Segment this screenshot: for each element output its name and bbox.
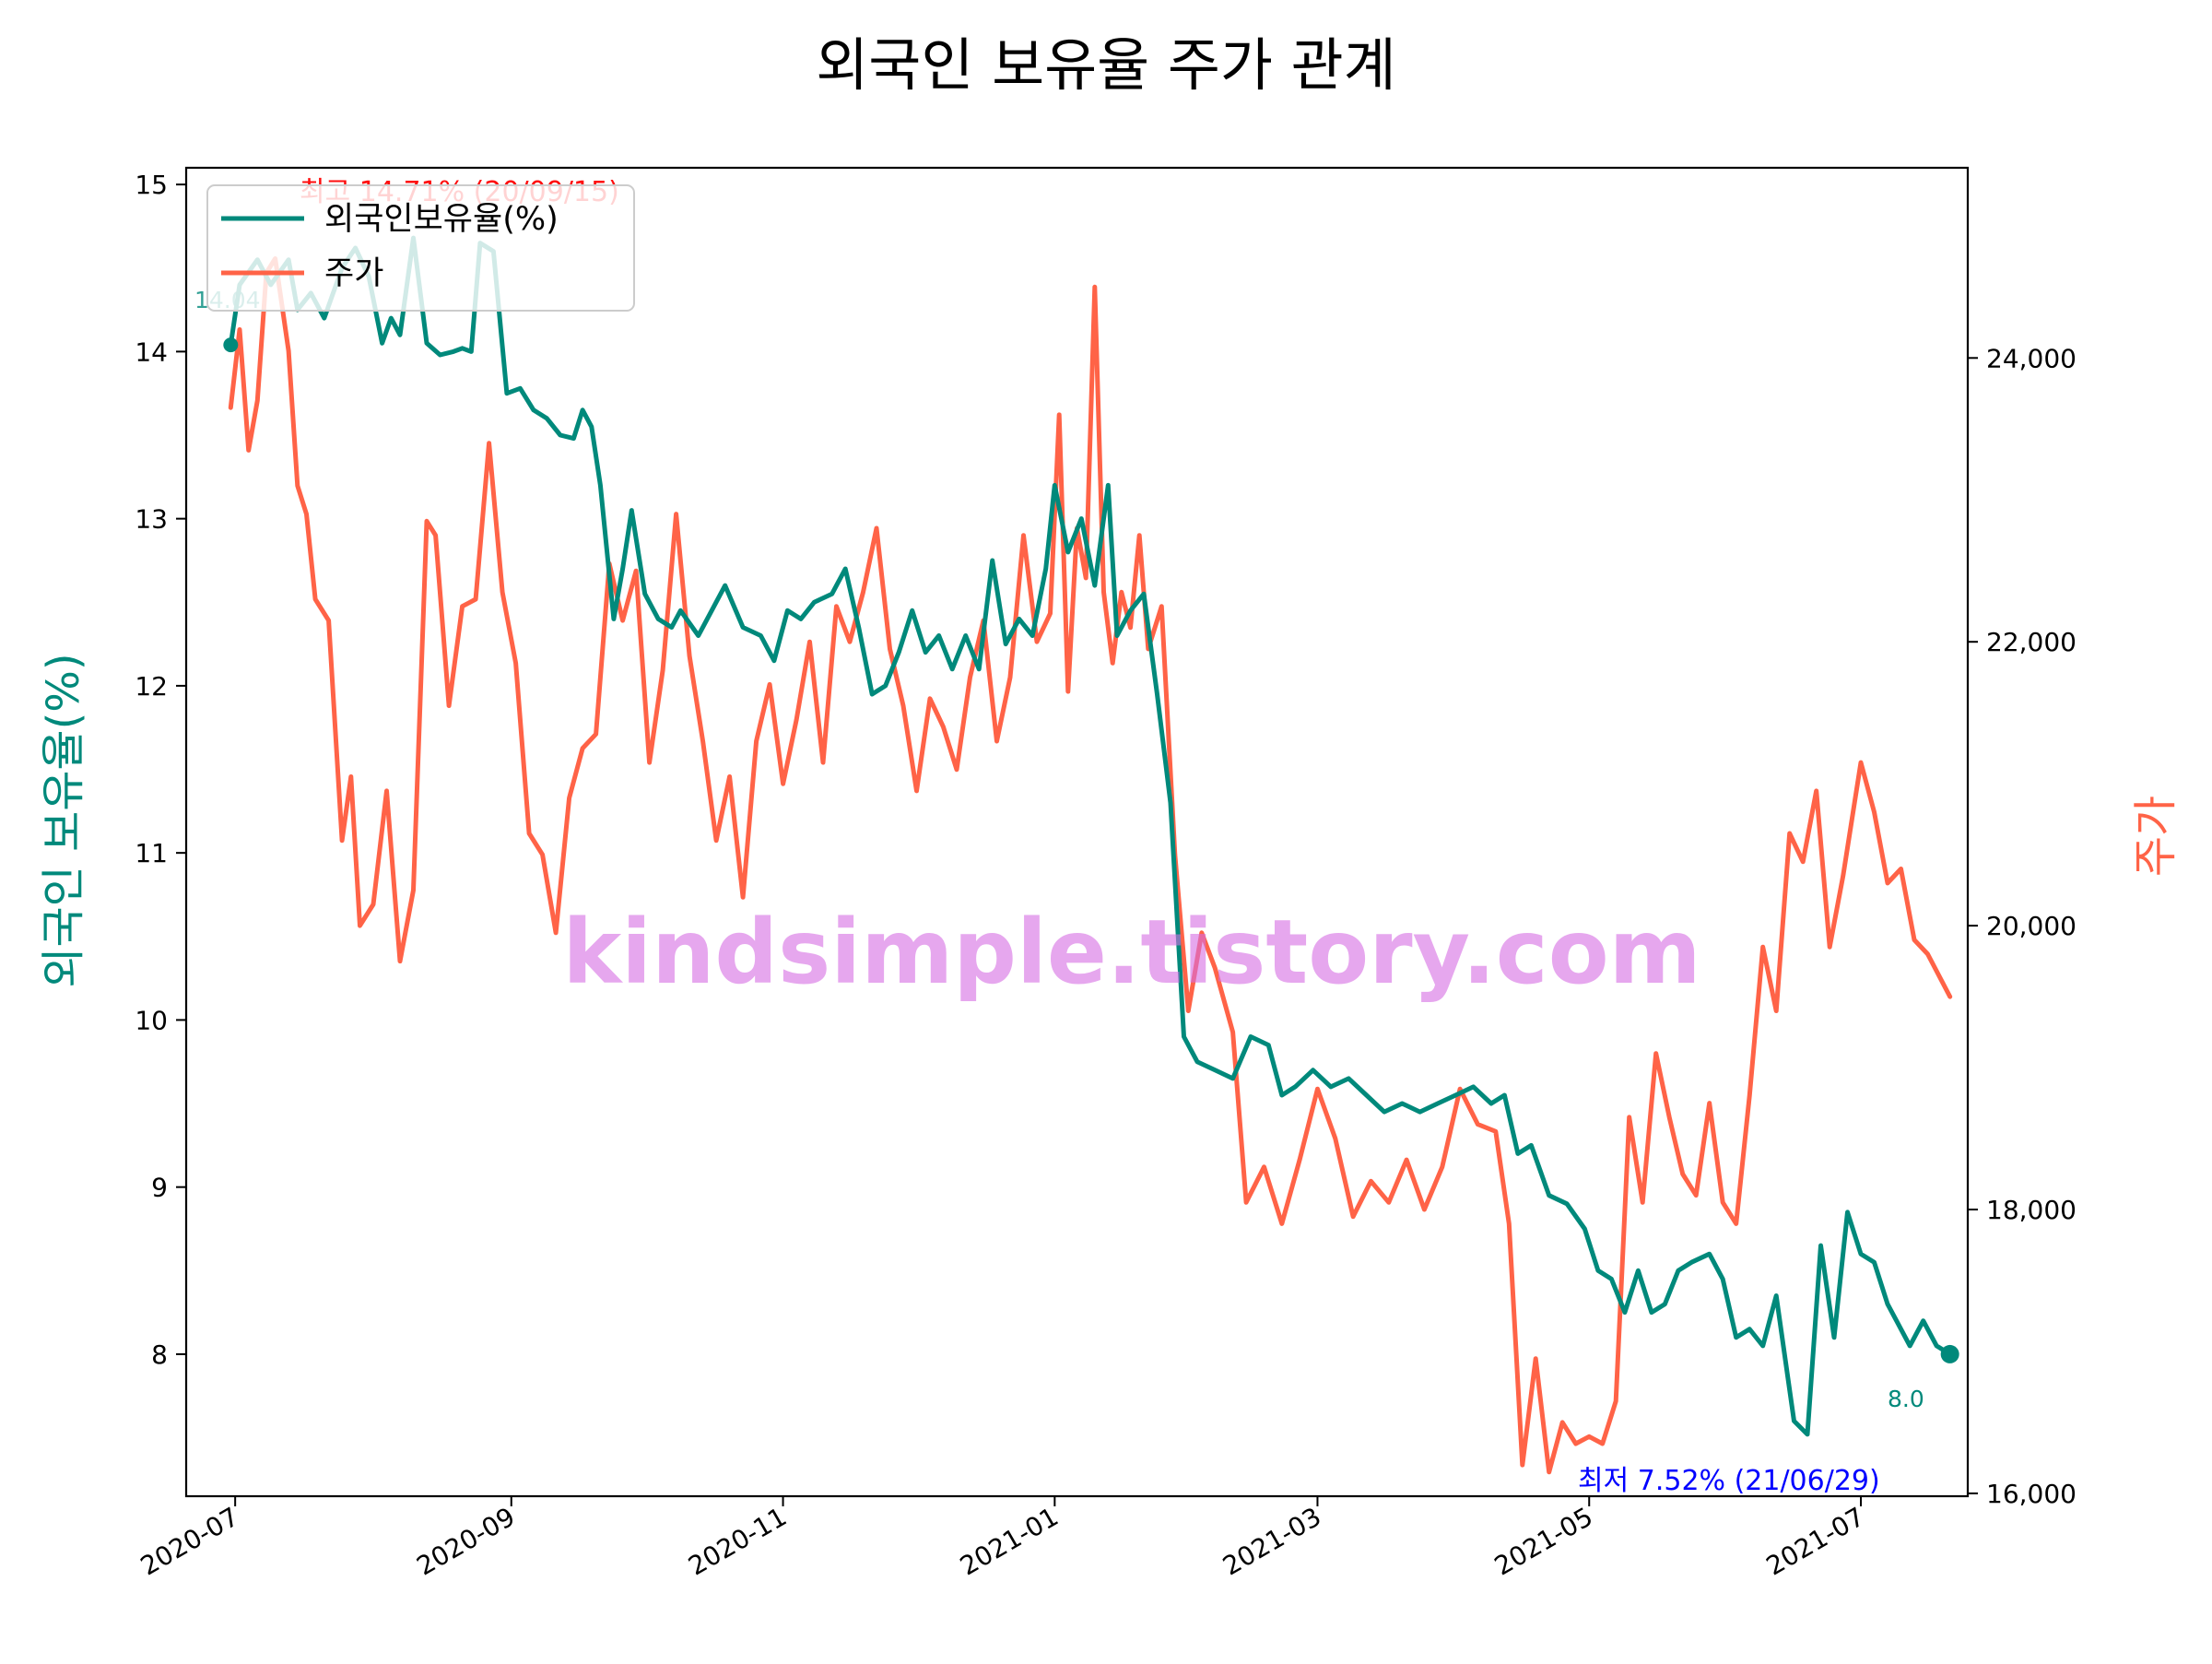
- y-right-tick-label: 24,000: [1986, 343, 2077, 373]
- x-tick-label: 2020-07: [135, 1501, 244, 1581]
- legend-label-foreign: 외국인보유율(%): [324, 201, 559, 238]
- series-layer: [223, 235, 1959, 1475]
- y-left-tick-label: 9: [151, 1173, 168, 1203]
- plot-frame: [184, 166, 1970, 1498]
- x-tick-label: 2021-07: [1761, 1501, 1870, 1581]
- start-marker: [223, 337, 239, 353]
- x-tick-label: 2021-01: [955, 1501, 1064, 1581]
- y-left-tick-label: 8: [151, 1339, 168, 1370]
- end-marker: [1940, 1344, 1959, 1363]
- y-left-tick-label: 15: [135, 170, 168, 200]
- y-left-tick-label: 10: [135, 1005, 168, 1035]
- legend-label-price: 주가: [324, 255, 383, 292]
- min-annotation: 최저 7.52% (21/06/29): [1578, 1465, 1880, 1497]
- y-left-tick-label: 12: [135, 671, 168, 702]
- x-tick-label: 2020-09: [411, 1501, 520, 1581]
- y-right-tick-label: 22,000: [1986, 627, 2077, 657]
- watermark: kindsimple.tistory.com: [562, 901, 1700, 1004]
- y-right-tick-label: 16,000: [1986, 1479, 2077, 1509]
- y-left-tick-label: 11: [135, 838, 168, 868]
- y-axis-right-label: 주가: [2130, 796, 2182, 877]
- chart-title: 외국인 보유율 주가 관계: [816, 31, 1396, 99]
- x-tick-label: 2021-05: [1489, 1501, 1598, 1581]
- legend: 외국인보유율(%) 주가: [206, 184, 635, 312]
- y-right-tick-label: 18,000: [1986, 1195, 2077, 1225]
- x-tick-label: 2021-03: [1218, 1501, 1326, 1581]
- series-line-stock-price: [228, 256, 1953, 1475]
- legend-box: [206, 184, 635, 312]
- y-axis-left-label: 외국인 보유율(%): [38, 653, 89, 987]
- y-left-tick-label: 14: [135, 336, 168, 367]
- end-label: 8.0: [1888, 1386, 1924, 1412]
- y-right-tick-label: 20,000: [1986, 911, 2077, 941]
- x-tick-label: 2020-11: [683, 1501, 792, 1581]
- y-left-tick-label: 13: [135, 504, 168, 535]
